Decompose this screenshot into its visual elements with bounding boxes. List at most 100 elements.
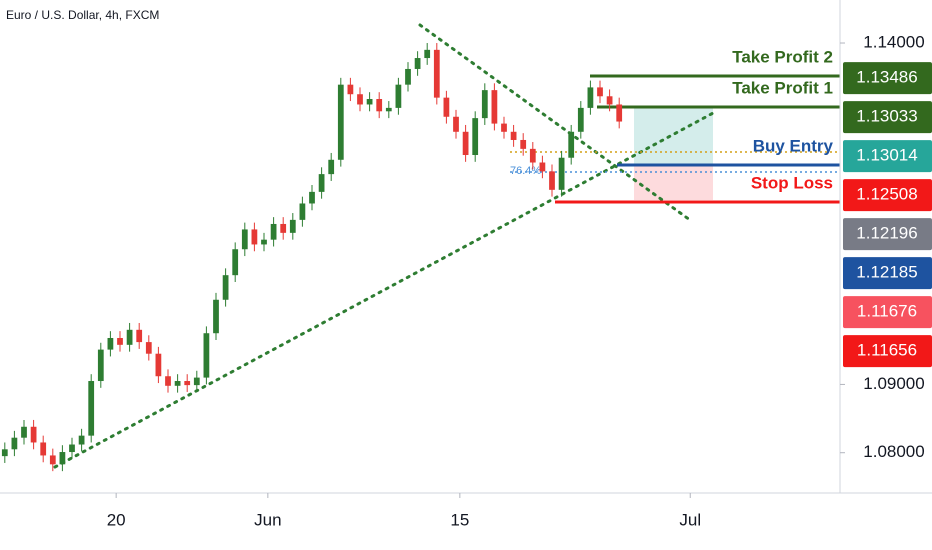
- candle-body: [376, 99, 383, 112]
- price-badge-label: 1.11656: [857, 341, 917, 360]
- candle-body: [433, 49, 440, 98]
- candle-body: [510, 131, 517, 140]
- drawings: Take Profit 2 Take Profit 1 Buy Entry St…: [53, 23, 840, 469]
- candle-body: [174, 381, 181, 386]
- price-badge: [843, 140, 932, 173]
- candle-body: [587, 87, 594, 108]
- candle-body: [270, 223, 277, 240]
- y-tick-label: 1.09000: [863, 374, 924, 393]
- candle-body: [97, 349, 104, 382]
- candle-body: [49, 455, 56, 465]
- price-badge: [843, 257, 932, 290]
- x-tick-label: 15: [450, 510, 469, 529]
- candle-body: [261, 239, 267, 245]
- candle-body: [21, 426, 27, 438]
- trend-line: [418, 23, 692, 222]
- candle-body: [30, 426, 37, 443]
- candle-body: [539, 162, 546, 172]
- profit-zone: [634, 107, 713, 165]
- price-badge-label: 1.11676: [857, 302, 917, 321]
- annotation: Stop Loss: [751, 173, 833, 192]
- candle-body: [481, 90, 488, 119]
- price-badge: [843, 179, 932, 212]
- price-badge-label: 1.12508: [856, 185, 917, 204]
- candle-body: [472, 118, 479, 156]
- price-badge-label: 1.13033: [856, 107, 917, 126]
- candle-body: [337, 84, 344, 160]
- y-tick-label: 1.14000: [863, 33, 924, 52]
- candle-body: [529, 148, 536, 163]
- candle-body: [309, 191, 315, 204]
- candle-body: [78, 435, 85, 445]
- price-badge: [843, 218, 932, 251]
- candle-body: [184, 381, 191, 386]
- price-badge-label: 1.13014: [856, 146, 917, 165]
- candle-body: [491, 90, 498, 124]
- candle-body: [280, 223, 287, 233]
- loss-zone: [634, 165, 713, 200]
- candle-body: [328, 159, 335, 175]
- price-badge: [843, 101, 932, 134]
- candle-body: [40, 442, 47, 456]
- candle-body: [453, 116, 459, 132]
- candle-body: [318, 174, 325, 192]
- candle-body: [126, 329, 133, 345]
- candle-body: [366, 99, 373, 105]
- trend-line: [53, 110, 717, 469]
- candle-body: [213, 299, 219, 334]
- price-badge-label: 1.12185: [856, 263, 917, 282]
- price-badge-label: 1.13486: [856, 68, 917, 87]
- annotation: Take Profit 1: [732, 78, 833, 97]
- price-badge-label: 1.12196: [856, 224, 917, 243]
- candle-body: [69, 444, 75, 453]
- candle-body: [597, 87, 603, 97]
- y-tick-label: 1.08000: [863, 442, 924, 461]
- candle-body: [558, 157, 565, 190]
- candle-body: [117, 337, 123, 345]
- candle-body: [222, 275, 229, 300]
- candle-body: [549, 171, 555, 190]
- candle-body: [251, 229, 258, 245]
- candle-body: [136, 329, 143, 343]
- x-tick-label: Jun: [254, 510, 281, 529]
- candle-body: [501, 123, 507, 132]
- candle-body: [462, 131, 469, 156]
- candle-body: [241, 229, 248, 250]
- candle-body: [203, 333, 210, 378]
- annotation: Take Profit 2: [732, 47, 833, 66]
- candle-body: [606, 96, 613, 105]
- candle-body: [568, 131, 575, 158]
- price-badge: [843, 296, 932, 329]
- candle-body: [1, 449, 8, 457]
- candle-body: [59, 452, 66, 465]
- candle-body: [107, 337, 114, 350]
- candle-body: [289, 219, 296, 233]
- candle-body: [357, 94, 363, 105]
- candle-body: [232, 249, 239, 276]
- candle-body: [155, 353, 162, 377]
- candle-body: [577, 107, 584, 132]
- price-badge: [843, 62, 932, 95]
- chart-title: Euro / U.S. Dollar, 4h, FXCM: [6, 8, 159, 22]
- candle-body: [414, 58, 421, 69]
- candle-body: [88, 381, 95, 436]
- candle-body: [385, 107, 392, 112]
- candle-body: [424, 49, 431, 59]
- x-tick-label: Jul: [679, 510, 701, 529]
- candle-body: [11, 437, 18, 450]
- candle-body: [193, 377, 200, 386]
- candle-body: [165, 376, 171, 386]
- candle-body: [405, 68, 411, 85]
- candle-body: [347, 84, 354, 95]
- candle-body: [443, 97, 450, 117]
- annotation: Buy Entry: [753, 136, 834, 155]
- candle-body: [520, 139, 527, 149]
- price-badge: [843, 335, 932, 368]
- candle-body: [299, 203, 306, 220]
- fib-label: 76.4%: [510, 165, 541, 177]
- x-tick-label: 20: [107, 510, 126, 529]
- candle-body: [145, 342, 152, 354]
- candle-body: [395, 84, 402, 108]
